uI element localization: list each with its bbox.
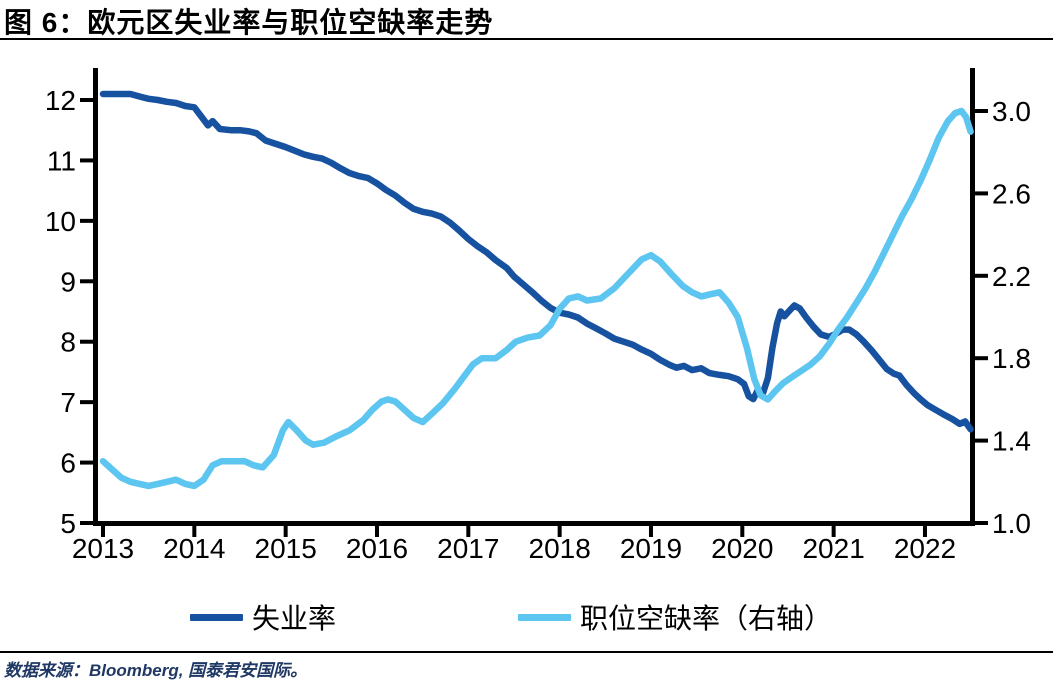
y-left-tick-label: 12 [45, 85, 76, 116]
x-tick-label: 2018 [529, 533, 591, 564]
x-tick-label: 2015 [255, 533, 317, 564]
y-right-tick-label: 3.0 [992, 96, 1031, 127]
chart-svg: 12 11 10 9 8 7 6 5 3.0 2.6 2.2 1.8 1.4 1.0 2013 2014 201… [45, 68, 1031, 564]
unemployment-legend-label: 失业率 [252, 603, 337, 634]
y-right-tick [975, 521, 988, 525]
y-left-tick-label: 7 [60, 387, 76, 418]
x-tick-label: 2016 [346, 533, 408, 564]
legend-item-unemployment: 失业率 [190, 598, 336, 636]
y-left-tick-label: 5 [60, 508, 76, 539]
x-tick [374, 526, 379, 537]
x-tick-label: 2021 [802, 533, 864, 564]
figure-title: 图 6：欧元区失业率与职位空缺率走势 [4, 7, 494, 38]
y-left-tick [80, 460, 93, 465]
y-right-tick [975, 191, 988, 196]
vacancy-legend-swatch [518, 613, 571, 621]
y-right-tick-label: 2.6 [992, 178, 1031, 209]
y-right-tick-label: 1.4 [992, 426, 1031, 457]
x-tick [831, 526, 836, 537]
y-left-tick [80, 218, 93, 223]
x-tick [283, 526, 288, 537]
footer-divider [0, 651, 1053, 653]
vacancy-line [99, 107, 974, 490]
unemployment-line [99, 90, 974, 433]
x-tick [557, 526, 562, 537]
y-left-tick-label: 6 [60, 448, 76, 479]
x-tick [101, 526, 105, 537]
y-right-tick-label: 1.8 [992, 343, 1031, 374]
right-axis-spine [970, 68, 975, 526]
x-tick [740, 526, 745, 537]
y-right-tick [975, 356, 988, 361]
x-tick [192, 526, 197, 537]
y-left-tick [80, 521, 93, 525]
x-tick-label: 2022 [894, 533, 956, 564]
y-left-tick-label: 9 [60, 266, 76, 297]
y-left-tick [80, 400, 93, 405]
x-tick-label: 2014 [163, 533, 225, 564]
x-tick-label: 2013 [72, 533, 134, 564]
y-left-tick-label: 11 [47, 145, 76, 176]
unemployment-legend-swatch [190, 613, 243, 621]
vacancy-legend-label: 职位空缺率（右轴） [580, 603, 833, 634]
legend-item-vacancy: 职位空缺率（右轴） [518, 598, 832, 636]
y-left-tick [80, 98, 93, 102]
x-axis-spine [93, 521, 975, 526]
y-left-tick-label: 8 [60, 327, 76, 358]
chart-legend: 失业率 职位空缺率（右轴） [0, 598, 1053, 636]
y-right-tick-label: 1.0 [992, 508, 1031, 539]
y-left-tick [80, 339, 93, 344]
x-tick-label: 2017 [437, 533, 499, 564]
y-right-tick [975, 438, 988, 443]
y-left-tick-label: 10 [45, 206, 76, 237]
source-note: 数据来源：Bloomberg, 国泰君安国际。 [4, 661, 308, 680]
y-right-tick [975, 273, 988, 278]
x-tick-label: 2020 [711, 533, 773, 564]
x-tick-label: 2019 [620, 533, 682, 564]
x-tick [922, 526, 927, 537]
y-right-tick-label: 2.2 [992, 261, 1031, 292]
x-tick [466, 526, 471, 537]
y-right-tick [975, 109, 988, 113]
y-left-tick [80, 279, 93, 284]
y-left-tick [80, 158, 93, 163]
left-axis-spine [93, 68, 98, 526]
x-tick [648, 526, 653, 537]
title-divider [0, 38, 1053, 40]
